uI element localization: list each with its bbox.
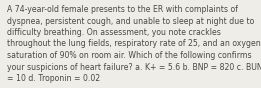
Text: your suspicions of heart failure? a. K+ = 5.6 b. BNP = 820 c. BUN: your suspicions of heart failure? a. K+ … <box>7 62 261 71</box>
Text: throughout the lung fields, respiratory rate of 25, and an oxygen: throughout the lung fields, respiratory … <box>7 40 261 48</box>
Text: A 74-year-old female presents to the ER with complaints of: A 74-year-old female presents to the ER … <box>7 5 238 14</box>
Text: dyspnea, persistent cough, and unable to sleep at night due to: dyspnea, persistent cough, and unable to… <box>7 17 254 26</box>
Text: difficulty breathing. On assessment, you note crackles: difficulty breathing. On assessment, you… <box>7 28 221 37</box>
Text: = 10 d. Troponin = 0.02: = 10 d. Troponin = 0.02 <box>7 74 100 83</box>
Text: saturation of 90% on room air. Which of the following confirms: saturation of 90% on room air. Which of … <box>7 51 252 60</box>
